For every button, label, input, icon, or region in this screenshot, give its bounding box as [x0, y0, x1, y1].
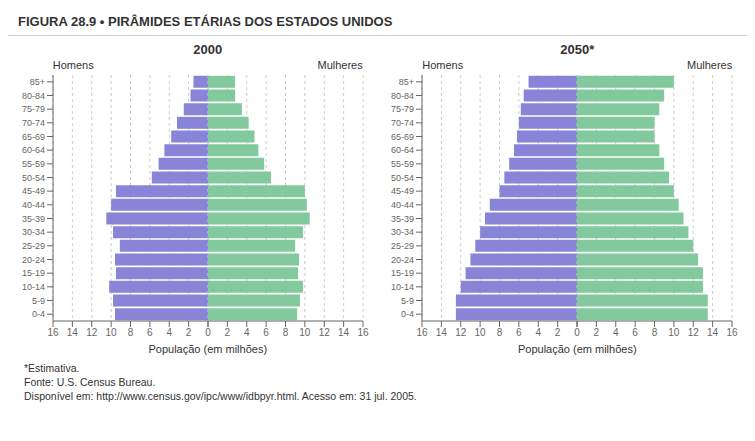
svg-text:4: 4 — [166, 327, 172, 338]
svg-text:35-39: 35-39 — [22, 214, 45, 224]
svg-text:4: 4 — [536, 327, 542, 338]
svg-text:14: 14 — [707, 327, 719, 338]
html-text:Homens: Homens — [52, 59, 94, 71]
svg-text:16: 16 — [47, 327, 59, 338]
svg-text:10: 10 — [475, 327, 487, 338]
svg-text:10: 10 — [299, 327, 311, 338]
svg-text:10: 10 — [105, 327, 117, 338]
svg-text:45-49: 45-49 — [391, 186, 414, 196]
svg-text:75-79: 75-79 — [391, 104, 414, 114]
svg-text:70-74: 70-74 — [391, 118, 414, 128]
svg-text:30-34: 30-34 — [22, 227, 45, 237]
svg-text:20-24: 20-24 — [22, 255, 45, 265]
svg-text:5-9: 5-9 — [32, 296, 45, 306]
svg-text:12: 12 — [318, 327, 330, 338]
html-text:População (em milhões): População (em milhões) — [148, 343, 268, 355]
svg-text:75-79: 75-79 — [22, 104, 45, 114]
html-text:Homens: Homens — [422, 59, 464, 71]
svg-text:70-74: 70-74 — [22, 118, 45, 128]
svg-text:14: 14 — [436, 327, 448, 338]
svg-text:14: 14 — [338, 327, 350, 338]
svg-text:35-39: 35-39 — [391, 214, 414, 224]
svg-text:12: 12 — [688, 327, 700, 338]
svg-text:40-44: 40-44 — [391, 200, 414, 210]
html-text:FIGURA 28.9 • PIRÂMIDES ETÁRIA: FIGURA 28.9 • PIRÂMIDES ETÁRIAS DOS ESTA… — [18, 14, 393, 29]
svg-text:25-29: 25-29 — [391, 241, 414, 251]
svg-text:65-69: 65-69 — [22, 132, 45, 142]
svg-text:2: 2 — [224, 327, 230, 338]
svg-text:10-14: 10-14 — [391, 282, 414, 292]
svg-text:16: 16 — [417, 327, 429, 338]
html-text:Disponível em: http://www.cens: Disponível em: http://www.census.gov/ipc… — [24, 390, 417, 402]
svg-text:65-69: 65-69 — [391, 132, 414, 142]
svg-text:50-54: 50-54 — [22, 173, 45, 183]
svg-text:16: 16 — [357, 327, 369, 338]
html-text:2050*: 2050* — [560, 42, 595, 57]
svg-text:12: 12 — [86, 327, 98, 338]
html-text:Mulheres: Mulheres — [687, 59, 733, 71]
svg-text:6: 6 — [263, 327, 269, 338]
html-text:Mulheres: Mulheres — [317, 59, 363, 71]
svg-text:50-54: 50-54 — [391, 173, 414, 183]
svg-text:15-19: 15-19 — [391, 268, 414, 278]
svg-text:25-29: 25-29 — [22, 241, 45, 251]
svg-text:2: 2 — [594, 327, 600, 338]
svg-text:8: 8 — [127, 327, 133, 338]
svg-text:4: 4 — [613, 327, 619, 338]
html-text:2000: 2000 — [193, 42, 223, 57]
svg-text:8: 8 — [652, 327, 658, 338]
svg-text:6: 6 — [516, 327, 522, 338]
svg-text:2: 2 — [555, 327, 561, 338]
svg-text:30-34: 30-34 — [391, 227, 414, 237]
svg-text:6: 6 — [147, 327, 153, 338]
svg-text:8: 8 — [282, 327, 288, 338]
svg-text:15-19: 15-19 — [22, 268, 45, 278]
html-text:População (em milhões): População (em milhões) — [517, 343, 637, 355]
svg-text:16: 16 — [727, 327, 739, 338]
svg-text:10-14: 10-14 — [22, 282, 45, 292]
svg-text:60-64: 60-64 — [391, 145, 414, 155]
html-text:*Estimativa.: *Estimativa. — [24, 362, 80, 374]
svg-text:5-9: 5-9 — [401, 296, 414, 306]
html-text:Fonte: U.S. Census Bureau.: Fonte: U.S. Census Bureau. — [24, 376, 156, 388]
svg-text:0: 0 — [574, 327, 580, 338]
svg-text:60-64: 60-64 — [22, 145, 45, 155]
svg-text:6: 6 — [633, 327, 639, 338]
svg-text:85+: 85+ — [399, 77, 414, 87]
svg-text:40-44: 40-44 — [22, 200, 45, 210]
svg-text:45-49: 45-49 — [22, 186, 45, 196]
svg-text:14: 14 — [67, 327, 79, 338]
svg-text:20-24: 20-24 — [391, 255, 414, 265]
svg-text:55-59: 55-59 — [391, 159, 414, 169]
svg-text:0: 0 — [205, 327, 211, 338]
svg-text:80-84: 80-84 — [391, 91, 414, 101]
svg-text:55-59: 55-59 — [22, 159, 45, 169]
svg-text:10: 10 — [669, 327, 681, 338]
svg-text:8: 8 — [497, 327, 503, 338]
svg-text:12: 12 — [455, 327, 467, 338]
svg-text:0-4: 0-4 — [32, 309, 45, 319]
svg-text:4: 4 — [244, 327, 250, 338]
svg-text:0-4: 0-4 — [401, 309, 414, 319]
svg-text:2: 2 — [186, 327, 192, 338]
svg-text:85+: 85+ — [29, 77, 44, 87]
svg-text:80-84: 80-84 — [22, 91, 45, 101]
